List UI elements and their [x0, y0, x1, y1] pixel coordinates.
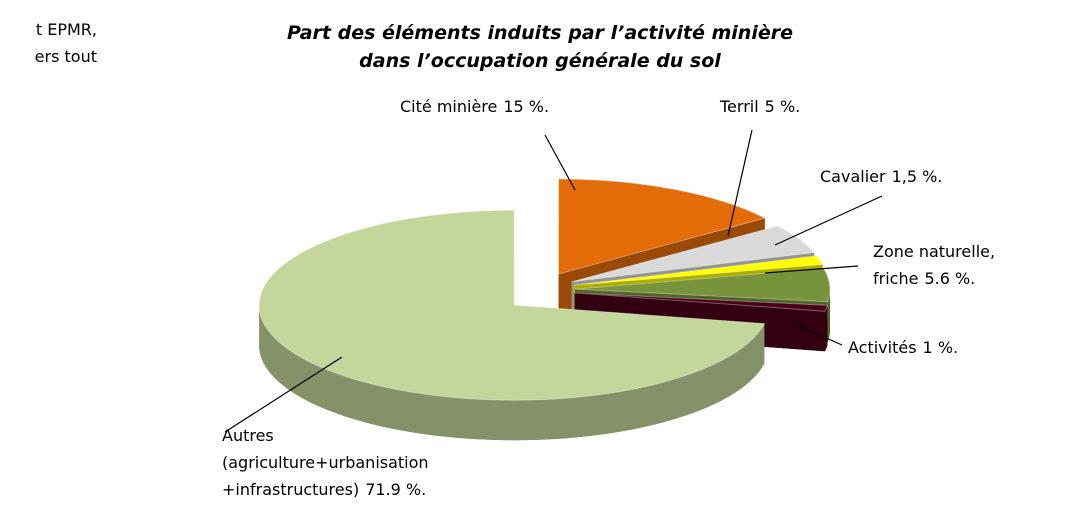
slice [573, 255, 824, 286]
category-label: Autres [222, 426, 274, 445]
slice-label: friche 5.6 %. [873, 269, 975, 288]
slice-label: Autres [222, 426, 274, 445]
slice [571, 225, 816, 283]
page-fragment: t EPMR, [36, 20, 97, 39]
slice-side [827, 289, 831, 342]
slice-label: Cavalier 1,5 %. [820, 167, 942, 186]
leader-line [764, 265, 859, 274]
slice [558, 178, 767, 275]
category-label: Cavalier [820, 167, 886, 186]
slice-side [259, 305, 765, 441]
value-label: 71.9 %. [365, 480, 426, 499]
value-label: 5.6 %. [924, 269, 975, 288]
category-label: (agriculture+urbanisation [222, 453, 429, 472]
value-label: 5 %. [765, 97, 801, 116]
slice-label: (agriculture+urbanisation [222, 453, 429, 472]
slice-label: Cité minière 15 %. [400, 97, 549, 116]
value-label: 1 %. [923, 338, 959, 357]
leader-line [224, 356, 343, 433]
slice-label: +infrastructures) 71.9 %. [222, 480, 426, 499]
category-label: Activités [848, 338, 917, 357]
category-label: Zone naturelle, [873, 242, 995, 261]
chart-title: Part des éléments induits par l’activité… [287, 22, 793, 44]
leader-line [544, 134, 576, 191]
slice-label: Terril 5 %. [719, 97, 800, 116]
slice [574, 292, 829, 312]
page-fragment: ers tout [35, 47, 97, 66]
category-label: +infrastructures) [222, 480, 359, 499]
chart-title: dans l’occupation générale du sol [359, 50, 721, 72]
slice-side [824, 305, 828, 352]
slice-label: Activités 1 %. [848, 338, 958, 357]
leader-line [727, 129, 753, 237]
slice [258, 209, 766, 401]
leader-line [774, 195, 883, 246]
value-label: 15 %. [503, 97, 549, 116]
value-label: 1,5 %. [892, 167, 943, 186]
category-label: friche [873, 269, 918, 288]
slice-label: Zone naturelle, [873, 242, 995, 261]
category-label: Terril [719, 97, 759, 116]
category-label: Cité minière [400, 97, 497, 116]
leader-line [789, 321, 843, 346]
